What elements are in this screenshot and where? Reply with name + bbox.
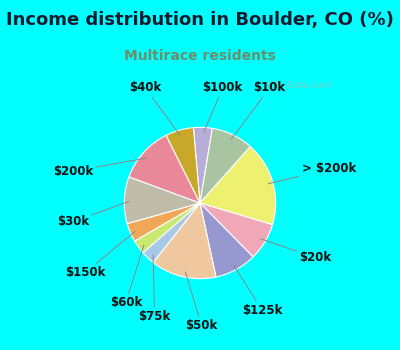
Wedge shape	[134, 203, 200, 253]
Text: City-Data.com: City-Data.com	[268, 82, 332, 90]
Text: $10k: $10k	[231, 82, 286, 139]
Text: $200k: $200k	[53, 158, 146, 178]
Text: $125k: $125k	[234, 265, 282, 317]
Text: $40k: $40k	[129, 82, 180, 135]
Wedge shape	[129, 135, 200, 203]
Wedge shape	[200, 128, 250, 203]
Wedge shape	[200, 203, 272, 257]
Text: $100k: $100k	[202, 82, 243, 132]
Wedge shape	[166, 128, 200, 203]
Text: $75k: $75k	[138, 255, 171, 323]
Wedge shape	[153, 203, 216, 279]
Wedge shape	[124, 177, 200, 224]
Wedge shape	[200, 147, 276, 225]
Text: > $200k: > $200k	[268, 162, 356, 184]
Text: $50k: $50k	[185, 272, 218, 332]
Text: $20k: $20k	[261, 239, 331, 264]
Text: Multirace residents: Multirace residents	[124, 49, 276, 63]
Text: $30k: $30k	[57, 201, 129, 229]
Wedge shape	[194, 127, 212, 203]
Wedge shape	[200, 203, 253, 277]
Wedge shape	[143, 203, 200, 262]
Wedge shape	[127, 203, 200, 241]
Text: Income distribution in Boulder, CO (%): Income distribution in Boulder, CO (%)	[6, 10, 394, 29]
Text: $60k: $60k	[110, 245, 144, 309]
Text: $150k: $150k	[65, 231, 135, 279]
